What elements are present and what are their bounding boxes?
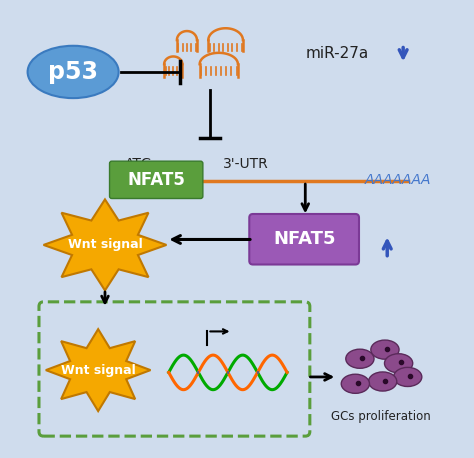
Ellipse shape [346, 349, 374, 368]
Text: 3'-UTR: 3'-UTR [223, 157, 269, 171]
Ellipse shape [393, 367, 422, 387]
Ellipse shape [371, 340, 399, 359]
Text: NFAT5: NFAT5 [127, 171, 185, 189]
Polygon shape [44, 199, 166, 290]
Text: Wnt signal: Wnt signal [68, 239, 142, 251]
Ellipse shape [27, 46, 118, 98]
Ellipse shape [384, 354, 413, 373]
Polygon shape [46, 329, 151, 411]
Text: GCs proliferation: GCs proliferation [330, 410, 430, 423]
Text: miR-27a: miR-27a [305, 46, 368, 61]
Text: p53: p53 [48, 60, 98, 84]
Text: AAAAAAA: AAAAAAA [365, 173, 431, 187]
Ellipse shape [369, 372, 397, 391]
Text: ATG: ATG [125, 157, 153, 171]
Text: NFAT5: NFAT5 [273, 230, 336, 248]
FancyBboxPatch shape [109, 161, 203, 198]
Ellipse shape [341, 374, 369, 393]
FancyBboxPatch shape [249, 214, 359, 265]
Text: Wnt signal: Wnt signal [61, 364, 136, 376]
